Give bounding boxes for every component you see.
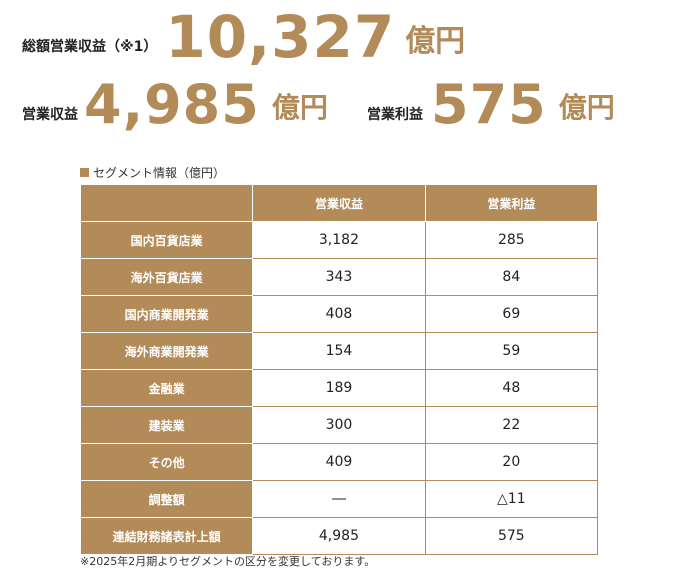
table-row: 建装業 300 22 bbox=[79, 406, 599, 444]
profit-cell: 69 bbox=[424, 295, 599, 333]
profit-cell: 22 bbox=[424, 406, 599, 444]
segment-heading: セグメント情報（億円） bbox=[80, 164, 225, 181]
profit-cell: 20 bbox=[424, 443, 599, 481]
profit-unit: 億円 bbox=[558, 91, 615, 124]
table-row: 国内商業開発業 408 69 bbox=[79, 295, 599, 333]
revenue-cell: ― bbox=[252, 480, 426, 518]
revenue-label: 営業収益 bbox=[22, 107, 78, 123]
revenue-cell: 154 bbox=[252, 332, 426, 370]
segment-name-cell: 連結財務諸表計上額 bbox=[79, 517, 254, 555]
profit-summary: 営業利益 575 億円 bbox=[367, 78, 615, 132]
profit-cell: △11 bbox=[424, 480, 599, 518]
table-row: 海外百貨店業 343 84 bbox=[79, 258, 599, 296]
segment-name-cell: その他 bbox=[79, 443, 254, 481]
revenue-cell: 409 bbox=[252, 443, 426, 481]
square-bullet-icon bbox=[80, 168, 89, 177]
segment-heading-text: セグメント情報（億円） bbox=[93, 166, 226, 180]
revenue-cell: 300 bbox=[252, 406, 426, 444]
segment-name-cell: 建装業 bbox=[79, 406, 254, 444]
table-row: 海外商業開発業 154 59 bbox=[79, 332, 599, 370]
revenue-summary: 営業収益 4,985 億円 bbox=[22, 78, 328, 132]
table-header-revenue: 営業収益 bbox=[252, 184, 426, 222]
segment-name-cell: 金融業 bbox=[79, 369, 254, 407]
table-header-row: 営業収益 営業利益 bbox=[79, 184, 599, 222]
segment-table-body: 国内百貨店業 3,182 285 海外百貨店業 343 84 国内商業開発業 408 69 海外商… bbox=[79, 221, 599, 555]
revenue-value: 4,985 bbox=[84, 73, 260, 136]
revenue-unit: 億円 bbox=[271, 91, 328, 124]
revenue-cell: 343 bbox=[252, 258, 426, 296]
segment-name-cell: 調整額 bbox=[79, 480, 254, 518]
table-row: 国内百貨店業 3,182 285 bbox=[79, 221, 599, 259]
revenue-cell: 3,182 bbox=[252, 221, 426, 259]
profit-cell: 84 bbox=[424, 258, 599, 296]
total-revenue-unit: 億円 bbox=[405, 24, 466, 59]
profit-cell: 285 bbox=[424, 221, 599, 259]
segment-name-cell: 国内百貨店業 bbox=[79, 221, 254, 259]
segment-name-cell: 国内商業開発業 bbox=[79, 295, 254, 333]
table-row: 金融業 189 48 bbox=[79, 369, 599, 407]
revenue-cell: 408 bbox=[252, 295, 426, 333]
segment-name-cell: 海外商業開発業 bbox=[79, 332, 254, 370]
table-header-profit: 営業利益 bbox=[424, 184, 599, 222]
profit-cell: 575 bbox=[424, 517, 599, 555]
footnote: ※2025年2月期よりセグメントの区分を変更しております。 bbox=[80, 555, 376, 568]
profit-label: 営業利益 bbox=[367, 107, 423, 123]
profit-value: 575 bbox=[431, 73, 547, 136]
profit-cell: 48 bbox=[424, 369, 599, 407]
table-row: 連結財務諸表計上額 4,985 575 bbox=[79, 517, 599, 555]
total-revenue-label: 総額営業収益（※1） bbox=[22, 39, 158, 55]
table-row: 調整額 ― △11 bbox=[79, 480, 599, 518]
segment-table: 営業収益 営業利益 国内百貨店業 3,182 285 海外百貨店業 343 84 国内商業開… bbox=[79, 184, 599, 555]
table-row: その他 409 20 bbox=[79, 443, 599, 481]
profit-cell: 59 bbox=[424, 332, 599, 370]
revenue-cell: 4,985 bbox=[252, 517, 426, 555]
total-revenue-value: 10,327 bbox=[165, 3, 396, 71]
revenue-cell: 189 bbox=[252, 369, 426, 407]
segment-name-cell: 海外百貨店業 bbox=[79, 258, 254, 296]
total-revenue-summary: 総額営業収益（※1） 10,327 億円 bbox=[22, 8, 465, 66]
table-header-blank bbox=[79, 184, 254, 222]
